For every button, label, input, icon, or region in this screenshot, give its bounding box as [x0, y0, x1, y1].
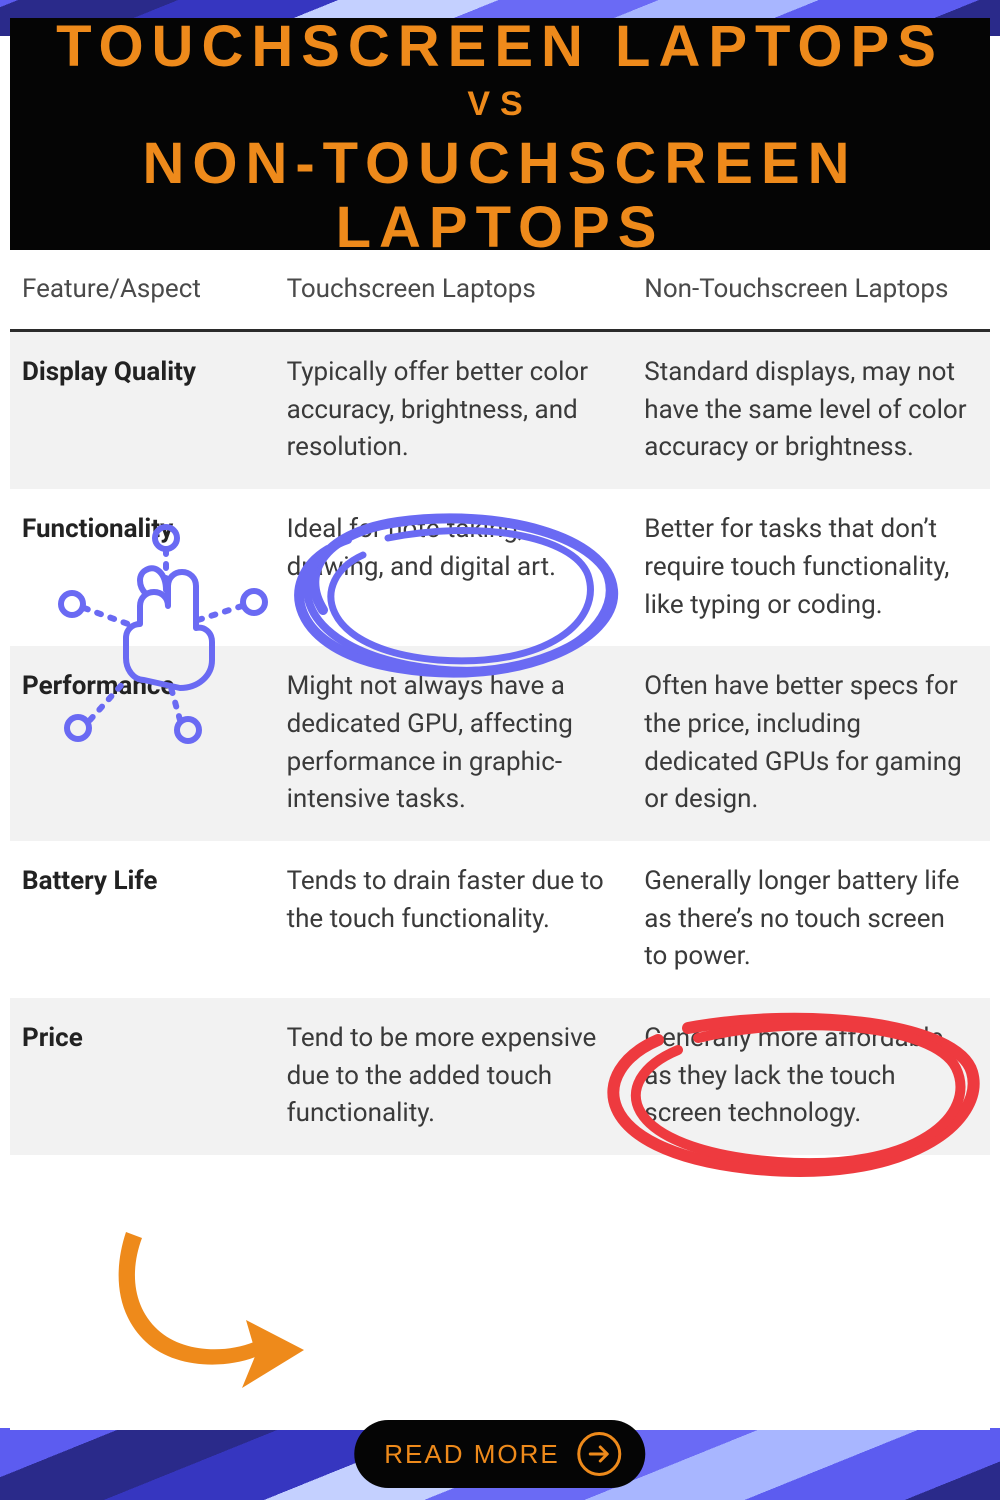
- table-row: Battery Life Tends to drain faster due t…: [10, 841, 990, 998]
- header: TOUCHSCREEN LAPTOPS VS NON-TOUCHSCREEN L…: [10, 18, 990, 250]
- title-line-2: NON-TOUCHSCREEN LAPTOPS: [10, 132, 990, 260]
- table-row: Performance Might not always have a dedi…: [10, 646, 990, 841]
- row-touch-cell: Ideal for note-taking, drawing, and digi…: [275, 489, 633, 646]
- row-touch-cell: Typically offer better color accuracy, b…: [275, 331, 633, 490]
- row-nontouch-cell: Standard displays, may not have the same…: [632, 331, 990, 490]
- comparison-table-wrap: Feature/Aspect Touchscreen Laptops Non-T…: [10, 250, 990, 1430]
- row-label: Display Quality: [10, 331, 275, 490]
- table-row: Display Quality Typically offer better c…: [10, 331, 990, 490]
- table-row: Functionality Ideal for note-taking, dra…: [10, 489, 990, 646]
- col-header-touch: Touchscreen Laptops: [275, 250, 633, 331]
- row-touch-cell: Might not always have a dedicated GPU, a…: [275, 646, 633, 841]
- row-nontouch-cell: Often have better specs for the price, i…: [632, 646, 990, 841]
- row-label: Battery Life: [10, 841, 275, 998]
- table-header-row: Feature/Aspect Touchscreen Laptops Non-T…: [10, 250, 990, 331]
- row-label: Functionality: [10, 489, 275, 646]
- arrow-right-icon: [578, 1432, 622, 1476]
- table-row: Price Tend to be more expensive due to t…: [10, 998, 990, 1155]
- col-header-feature: Feature/Aspect: [10, 250, 275, 331]
- row-label: Performance: [10, 646, 275, 841]
- row-nontouch-cell: Generally more affordable as they lack t…: [632, 998, 990, 1155]
- row-nontouch-cell: Generally longer battery life as there’s…: [632, 841, 990, 998]
- row-nontouch-cell: Better for tasks that don’t require touc…: [632, 489, 990, 646]
- row-touch-cell: Tends to drain faster due to the touch f…: [275, 841, 633, 998]
- read-more-button[interactable]: READ MORE: [354, 1420, 645, 1488]
- row-touch-cell: Tend to be more expensive due to the add…: [275, 998, 633, 1155]
- comparison-table: Feature/Aspect Touchscreen Laptops Non-T…: [10, 250, 990, 1155]
- read-more-label: READ MORE: [384, 1439, 559, 1470]
- row-label: Price: [10, 998, 275, 1155]
- col-header-nontouch: Non-Touchscreen Laptops: [632, 250, 990, 331]
- title-vs: VS: [467, 86, 532, 123]
- title-line-1: TOUCHSCREEN LAPTOPS: [56, 15, 944, 79]
